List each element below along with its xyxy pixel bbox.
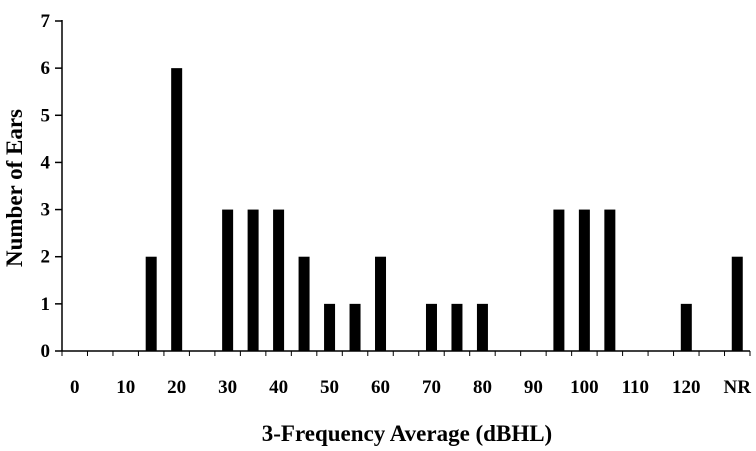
bar-50 <box>324 303 336 351</box>
bar-45 <box>298 256 310 351</box>
x-axis-title: 3-Frequency Average (dBHL) <box>262 421 552 446</box>
y-axis-title: Number of Ears <box>2 109 27 267</box>
bar-75 <box>451 303 463 351</box>
bar-105 <box>604 209 616 351</box>
bar-70 <box>425 303 437 351</box>
bar-NR <box>731 256 743 351</box>
x-tick-label: 20 <box>167 377 186 398</box>
y-tick-label: 6 <box>41 58 51 79</box>
x-tick-label: 70 <box>422 377 441 398</box>
bar-20 <box>171 68 183 351</box>
x-tick-label: 100 <box>570 377 599 398</box>
x-tick-label: NR <box>724 377 752 398</box>
x-tick-label: 50 <box>320 377 339 398</box>
x-tick-label: 0 <box>70 377 80 398</box>
bars-group <box>145 68 743 351</box>
x-tick-label: 10 <box>116 377 135 398</box>
bar-15 <box>145 256 157 351</box>
y-tick-label: 1 <box>41 294 51 315</box>
bar-95 <box>553 209 565 351</box>
x-tick-label: 110 <box>622 377 649 398</box>
y-tick-label: 3 <box>41 200 51 221</box>
bar-55 <box>349 303 361 351</box>
y-tick-label: 4 <box>41 152 51 173</box>
x-tick-label: 90 <box>524 377 543 398</box>
bar-30 <box>222 209 234 351</box>
bar-60 <box>375 256 387 351</box>
bar-35 <box>247 209 259 351</box>
bar-80 <box>476 303 488 351</box>
y-tick-label: 2 <box>41 247 51 268</box>
y-tick-label: 5 <box>41 105 51 126</box>
x-tick-label: 40 <box>269 377 288 398</box>
axes-group <box>55 20 751 356</box>
y-tick-label: 7 <box>41 11 51 32</box>
bar-120 <box>680 303 692 351</box>
x-tick-label: 30 <box>218 377 237 398</box>
bar-100 <box>578 209 590 351</box>
x-tick-label: 60 <box>371 377 390 398</box>
y-tick-label: 0 <box>41 341 51 362</box>
x-tick-label: 80 <box>473 377 492 398</box>
bar-40 <box>273 209 285 351</box>
x-tick-label: 120 <box>672 377 701 398</box>
